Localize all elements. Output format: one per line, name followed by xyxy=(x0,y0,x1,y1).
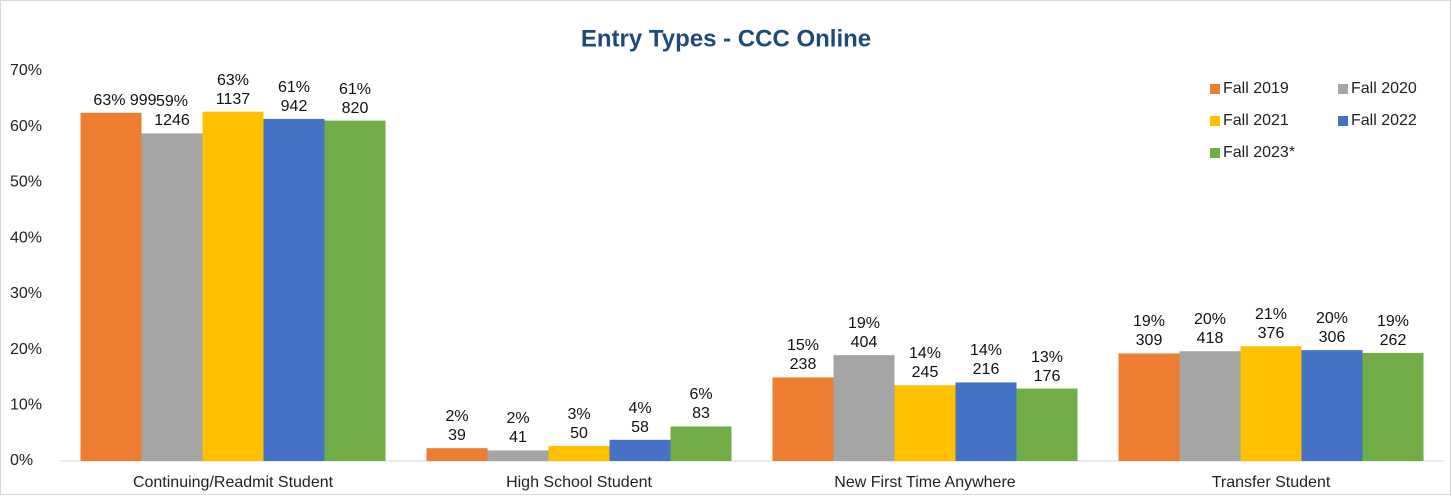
data-label: 61% 820 xyxy=(338,80,372,117)
chart-title: Entry Types - CCC Online xyxy=(581,25,871,52)
legend-swatch xyxy=(1210,116,1220,126)
x-tick-label: New First Time Anywhere xyxy=(834,474,1015,491)
legend-label: Fall 2023* xyxy=(1223,144,1295,161)
data-label: 63% 1137 xyxy=(215,71,251,108)
bar xyxy=(1179,351,1241,461)
data-label: 19% 309 xyxy=(1132,313,1166,350)
data-label: 14% 216 xyxy=(969,342,1003,379)
data-label: 3% 50 xyxy=(567,405,591,442)
bar xyxy=(1301,350,1363,461)
bar xyxy=(263,118,325,462)
x-tick-label: High School Student xyxy=(506,474,652,491)
legend-swatch xyxy=(1338,116,1348,126)
legend-swatch xyxy=(1210,84,1220,94)
y-tick-label: 50% xyxy=(10,174,42,191)
data-label: 19% 262 xyxy=(1376,312,1410,349)
y-tick-label: 10% xyxy=(10,397,42,414)
x-tick-label: Continuing/Readmit Student xyxy=(133,474,334,491)
data-label: 6% 83 xyxy=(689,386,713,423)
data-label: 63% 999 xyxy=(93,91,157,109)
data-label: 15% 238 xyxy=(786,337,820,374)
y-tick-label: 0% xyxy=(10,452,33,469)
bar xyxy=(202,111,264,462)
data-label: 2% 39 xyxy=(445,408,469,445)
bar xyxy=(80,112,142,462)
bar xyxy=(426,448,488,461)
y-tick-label: 30% xyxy=(10,285,42,302)
bar xyxy=(487,450,549,461)
data-label: 4% 58 xyxy=(628,399,652,436)
bar xyxy=(833,355,895,461)
bar xyxy=(324,120,386,461)
legend-label: Fall 2019 xyxy=(1223,80,1289,97)
data-label: 20% 306 xyxy=(1315,310,1349,347)
bar xyxy=(955,382,1017,461)
bar xyxy=(1362,352,1424,461)
bar xyxy=(609,439,671,461)
data-label: 61% 942 xyxy=(277,78,311,115)
data-label: 21% 376 xyxy=(1254,306,1288,343)
bar xyxy=(1118,353,1180,461)
data-label: 20% 418 xyxy=(1193,311,1227,348)
legend-label: Fall 2022 xyxy=(1351,112,1417,129)
y-tick-label: 40% xyxy=(10,229,42,246)
data-label: 14% 245 xyxy=(908,345,942,382)
x-tick-label: Transfer Student xyxy=(1212,474,1331,491)
bar xyxy=(894,385,956,461)
data-label: 59% 1246 xyxy=(154,93,190,130)
legend-label: Fall 2020 xyxy=(1351,80,1417,97)
y-tick-label: 70% xyxy=(10,62,42,79)
data-label: 2% 41 xyxy=(506,410,530,447)
bar xyxy=(548,445,610,461)
bar xyxy=(772,377,834,461)
legend-swatch xyxy=(1210,148,1220,158)
legend-swatch xyxy=(1338,84,1348,94)
data-label: 13% 176 xyxy=(1030,348,1064,385)
bar xyxy=(141,133,203,461)
y-tick-label: 20% xyxy=(10,341,42,358)
bar xyxy=(670,426,732,461)
bar xyxy=(1240,346,1302,461)
legend-label: Fall 2021 xyxy=(1223,112,1289,129)
y-tick-label: 60% xyxy=(10,118,42,135)
bar xyxy=(1016,388,1078,461)
data-label: 19% 404 xyxy=(847,315,881,352)
